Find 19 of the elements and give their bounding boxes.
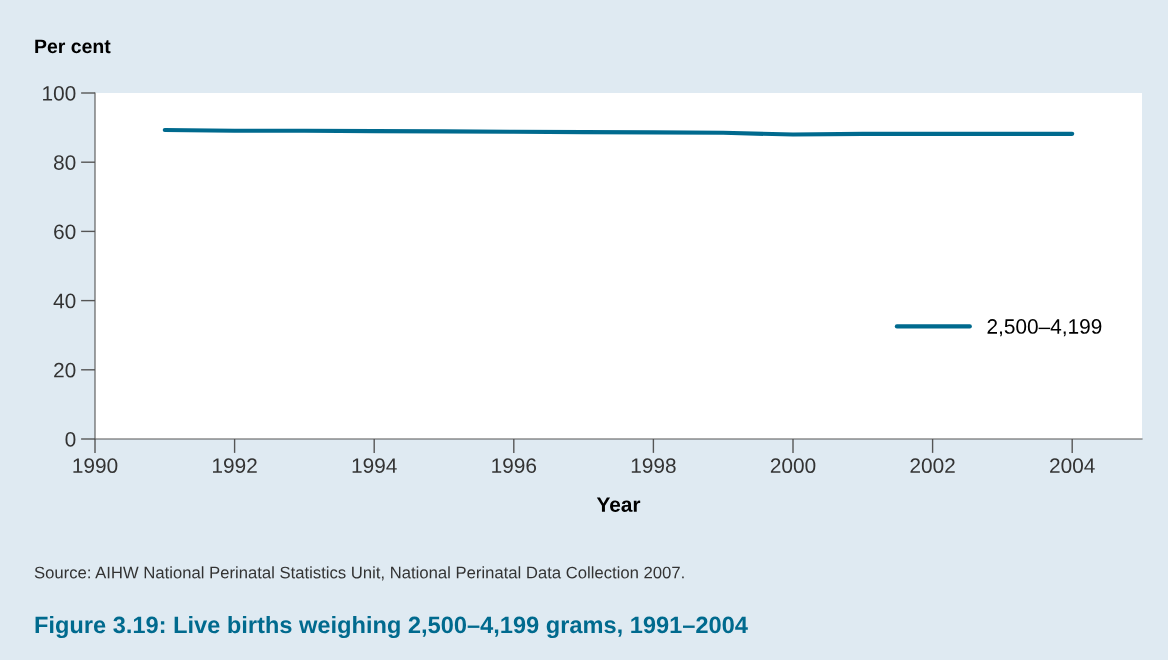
- x-tick-label: 1990: [73, 458, 118, 474]
- y-tick-label: 20: [54, 362, 76, 378]
- x-axis-title: Year: [596, 497, 641, 512]
- x-tick-label: 2002: [910, 458, 955, 474]
- x-tick-label: 1992: [213, 458, 257, 474]
- y-axis-title: Per cent: [35, 39, 111, 54]
- x-tick-label: 1994: [352, 458, 397, 474]
- y-tick-label: 100: [43, 86, 76, 101]
- x-tick-label: 1996: [492, 458, 537, 474]
- legend-label: 2,500–4,199: [987, 319, 1102, 337]
- x-tick-label: 2000: [770, 458, 816, 474]
- x-tick-label: 1998: [631, 458, 676, 474]
- y-tick-label: 0: [65, 432, 76, 447]
- text: Figure 3.19: Live births weighing 2,500–4,199 grams, 1991–2004: [35, 615, 748, 639]
- y-tick-label: 60: [54, 224, 76, 240]
- source-note: Source: AIHW National Perinatal Statistics Unit, National Perinatal Data Collection 2007.: [34, 566, 684, 581]
- y-tick-label: 40: [53, 293, 76, 309]
- x-tick-label: 2004: [1050, 458, 1095, 474]
- y-tick-label: 80: [53, 155, 76, 170]
